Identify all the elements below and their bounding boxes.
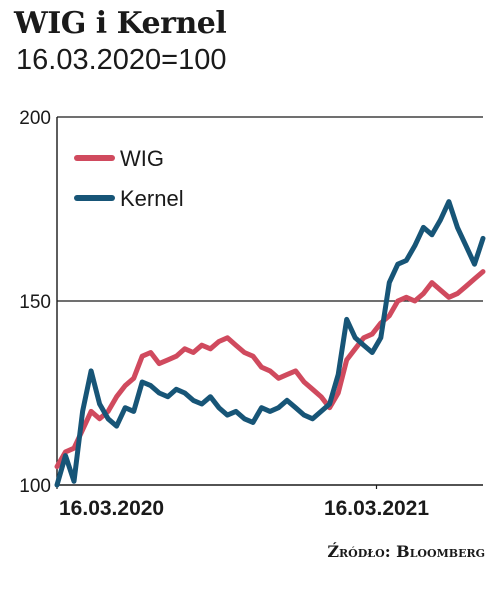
chart-title: WIG i Kernel xyxy=(14,6,227,41)
legend-label-wig: WIG xyxy=(120,146,164,171)
series-line-wig xyxy=(54,269,486,470)
y-tick-label-150: 150 xyxy=(19,292,51,313)
x-tick-label-1: 16.03.2021 xyxy=(324,497,429,520)
series-layer xyxy=(54,199,486,488)
legend: WIG Kernel xyxy=(74,146,184,211)
y-tick-label-200: 200 xyxy=(19,108,51,129)
chart-subtitle: 16.03.2020=100 xyxy=(16,44,227,76)
axis-layer xyxy=(56,117,483,489)
y-tick-label-100: 100 xyxy=(19,476,51,497)
source-note: Źródło: Bloomberg xyxy=(327,542,485,561)
x-tick-label-0: 16.03.2020 xyxy=(59,497,164,520)
series-line-kernel xyxy=(54,199,486,488)
tick-labels: 100 150 200 16.03.2020 16.03.2021 xyxy=(19,108,429,520)
legend-label-kernel: Kernel xyxy=(120,186,184,211)
